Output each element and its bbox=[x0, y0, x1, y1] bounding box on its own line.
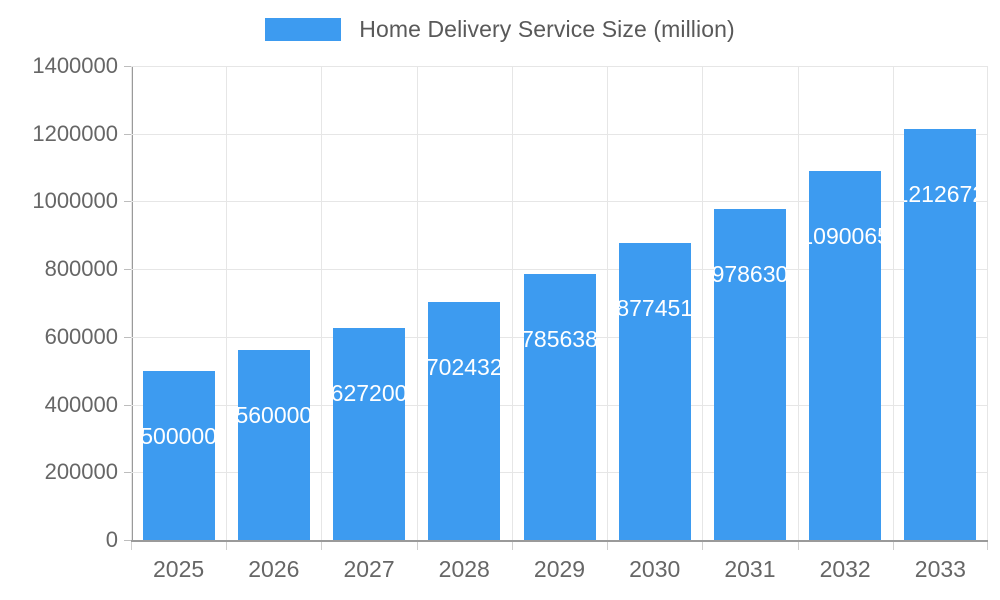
bar[interactable] bbox=[333, 327, 406, 540]
y-axis-tick-mark bbox=[124, 404, 131, 406]
y-axis-tick-mark bbox=[124, 336, 131, 338]
bar-value-label: 785638 bbox=[523, 326, 596, 352]
legend-color-swatch bbox=[265, 17, 342, 41]
x-axis-tick-mark bbox=[987, 542, 988, 550]
x-axis-line bbox=[131, 540, 988, 542]
y-axis-tick-label: 200000 bbox=[44, 459, 118, 485]
bar-value-label-clip: 785638 bbox=[524, 326, 596, 356]
x-axis-tick-label: 2027 bbox=[343, 556, 395, 582]
y-axis-tick-mark bbox=[124, 66, 131, 67]
y-axis-tick-label: 1200000 bbox=[32, 120, 118, 146]
bar-value-label: 978630 bbox=[713, 260, 786, 287]
x-axis-tick-label: 2025 bbox=[153, 556, 205, 582]
bar[interactable] bbox=[713, 208, 786, 540]
y-axis-tick-mark bbox=[124, 133, 131, 135]
y-axis-tick-label: 1000000 bbox=[32, 188, 118, 214]
bar[interactable] bbox=[142, 370, 215, 540]
gridline-vertical bbox=[797, 66, 799, 540]
bar-value-label-clip: 1212672 bbox=[904, 181, 976, 211]
bar-value-label-clip: 877451 bbox=[619, 295, 691, 325]
bar-value-label-clip: 560000 bbox=[238, 402, 310, 432]
bar-value-label: 702432 bbox=[428, 354, 501, 381]
bar[interactable] bbox=[809, 170, 882, 540]
x-axis-tick-mark bbox=[797, 542, 799, 550]
bar-value-label-clip: 978630 bbox=[714, 261, 786, 291]
y-axis-tick-label: 800000 bbox=[44, 256, 118, 282]
x-axis-tick-label: 2032 bbox=[819, 556, 871, 582]
bar[interactable] bbox=[523, 274, 596, 540]
legend-item-home-delivery-service-size[interactable]: Home Delivery Service Size (million) bbox=[265, 16, 735, 43]
x-axis-tick-label: 2029 bbox=[533, 556, 586, 582]
plot-area: 500000 560000 627200 702432 785638 877451 9786… bbox=[131, 66, 988, 540]
bar-value-label-clip: 500000 bbox=[143, 423, 215, 453]
gridline-vertical bbox=[987, 66, 988, 540]
y-axis-tick-label: 0 bbox=[105, 527, 118, 552]
x-axis-tick-label: 2033 bbox=[914, 556, 966, 582]
bar-value-label-clip: 627200 bbox=[333, 380, 405, 410]
x-axis-tick-mark bbox=[321, 542, 323, 550]
x-axis-tick-label: 2026 bbox=[248, 556, 300, 582]
x-axis-tick-mark bbox=[892, 542, 894, 550]
gridline-vertical bbox=[511, 66, 513, 540]
gridline-vertical bbox=[226, 66, 228, 540]
x-axis-tick-mark bbox=[226, 542, 228, 550]
gridline-vertical bbox=[416, 66, 418, 540]
x-axis-tick-mark bbox=[511, 542, 513, 550]
bar[interactable] bbox=[618, 242, 691, 540]
x-axis-tick-label: 2031 bbox=[724, 556, 776, 582]
y-axis-tick-mark bbox=[124, 540, 131, 541]
bar[interactable] bbox=[237, 350, 310, 540]
gridline-vertical bbox=[702, 66, 704, 540]
x-axis-tick-label: 2028 bbox=[438, 556, 490, 582]
gridline-horizontal bbox=[131, 269, 988, 271]
gridline-vertical bbox=[607, 66, 609, 540]
x-axis-tick-mark bbox=[702, 542, 704, 550]
y-axis-tick-mark bbox=[124, 201, 131, 203]
y-axis-tick-label: 1400000 bbox=[32, 53, 118, 78]
y-axis-tick-mark bbox=[124, 472, 131, 474]
gridline-horizontal bbox=[131, 133, 988, 135]
bar-value-label: 627200 bbox=[333, 379, 406, 406]
x-axis-tick-label: 2030 bbox=[629, 556, 681, 582]
bar-value-label: 1212672 bbox=[904, 181, 976, 208]
y-axis-line bbox=[131, 66, 133, 541]
bar-value-label: 500000 bbox=[142, 422, 215, 449]
bar-value-label: 877451 bbox=[618, 294, 691, 321]
gridline-vertical bbox=[131, 66, 132, 540]
gridline-vertical bbox=[892, 66, 894, 540]
bar[interactable] bbox=[428, 302, 501, 540]
bar-value-label: 560000 bbox=[237, 402, 310, 429]
y-axis-tick-label: 600000 bbox=[44, 323, 118, 349]
y-axis-tick-mark bbox=[124, 269, 131, 271]
gridline-horizontal bbox=[131, 66, 988, 67]
gridline-vertical bbox=[321, 66, 323, 540]
bar-value-label-clip: 1090065 bbox=[809, 223, 881, 253]
x-axis-tick-mark bbox=[607, 542, 609, 550]
y-axis-tick-label: 400000 bbox=[44, 391, 118, 417]
legend-item-label: Home Delivery Service Size (million) bbox=[359, 15, 735, 42]
x-axis-tick-mark bbox=[131, 542, 132, 550]
bar[interactable] bbox=[904, 129, 977, 540]
bar-value-label-clip: 702432 bbox=[428, 354, 500, 384]
chart-legend: Home Delivery Service Size (million) bbox=[0, 12, 1000, 46]
gridline-horizontal bbox=[131, 201, 988, 203]
bar-value-label: 1090065 bbox=[809, 222, 881, 249]
x-axis-tick-mark bbox=[416, 542, 418, 550]
